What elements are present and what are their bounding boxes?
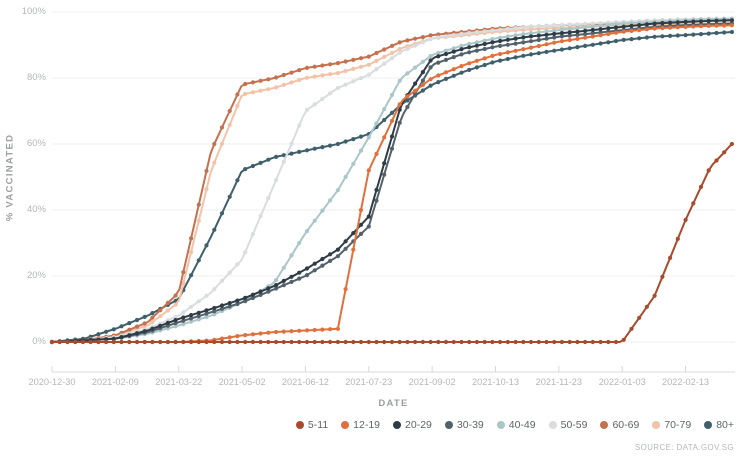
series-line-60-69 [49,18,735,345]
legend-item-30-39[interactable]: 30-39 [444,419,484,431]
x-axis-title: DATE [378,398,409,409]
y-tick-label: 60% [26,138,46,149]
y-tick-label: 20% [26,270,46,281]
x-tick-label: 2021-06-12 [281,377,329,387]
y-tick-label: 100% [21,6,46,17]
x-tick-label: 2022-02-13 [662,377,710,387]
x-tick-label: 2021-05-02 [218,377,266,387]
series-line-80+ [49,29,735,345]
x-tick-label: 2021-09-02 [408,377,456,387]
series-line-70-79 [49,20,735,345]
x-tick-label: 2021-11-23 [535,377,582,387]
legend-dot-icon [652,421,661,429]
y-tick-label: 80% [26,72,46,83]
x-tick-label: 2022-01-03 [598,377,646,387]
legend-item-5-11[interactable]: 5-11 [295,419,329,431]
legend-item-40-49[interactable]: 40-49 [496,419,536,431]
y-tick-label: 0% [32,336,46,347]
legend-item-12-19[interactable]: 12-19 [341,419,380,431]
series-line-12-19 [49,23,735,345]
legend-label: 20-29 [405,419,432,431]
legend-label: 50-59 [560,419,588,431]
x-tick-label: 2021-02-09 [91,377,139,387]
legend-dot-icon [341,421,350,429]
legend-item-20-29[interactable]: 20-29 [393,419,432,431]
legend-dot-icon [393,421,402,429]
series-line-50-59 [49,16,735,345]
legend-item-50-59[interactable]: 50-59 [548,419,588,431]
legend-dot-icon [496,421,505,429]
series-line-30-39 [49,21,735,345]
legend-item-70-79[interactable]: 70-79 [652,419,691,431]
legend-item-80+[interactable]: 80+ [704,419,734,431]
x-axis [51,366,735,373]
x-tick-label: 2021-03-22 [155,377,203,387]
y-axis-title: % VACCINATED [4,133,16,222]
x-tick-label: 2020-12-30 [28,377,76,387]
legend-label: 60-69 [612,419,640,431]
source-note: SOURCE: DATA.GOV.SG [634,443,734,452]
series-line-40-49 [49,16,735,345]
legend-label: 70-79 [664,419,692,431]
y-tick-label: 40% [26,204,46,215]
x-tick-label: 2021-07-23 [345,377,393,387]
legend-label: 80+ [716,419,734,431]
gridlines [52,11,735,343]
legend-label: 12-19 [353,419,381,431]
series-line-20-29 [49,18,735,345]
legend-dot-icon [704,421,713,429]
legend: 5-11 12-19 20-29 30-39 40-49 50-59 60-69 70-79 8… [295,419,734,431]
legend-label: 40-49 [508,419,536,431]
legend-item-60-69[interactable]: 60-69 [600,419,639,431]
legend-dot-icon [295,421,304,429]
legend-label: 5-11 [307,419,329,431]
legend-dot-icon [444,421,453,429]
legend-label: 30-39 [456,419,484,431]
x-tick-label: 2021-10-13 [471,377,519,387]
series-line-5-11 [49,141,735,345]
legend-dot-icon [600,421,609,429]
legend-dot-icon [548,421,557,429]
